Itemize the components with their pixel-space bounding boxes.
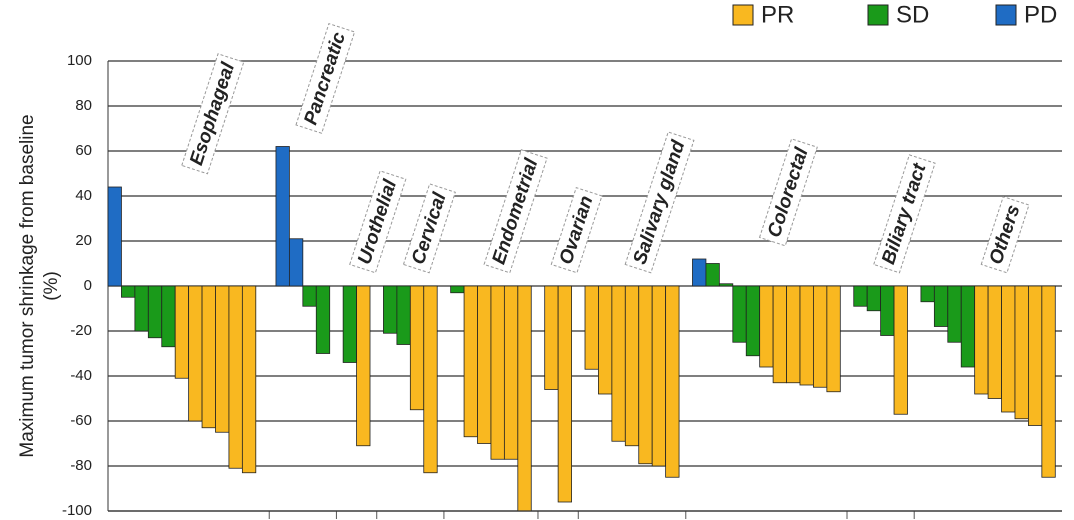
bar	[598, 285, 613, 395]
bar	[315, 285, 331, 354]
bar	[584, 285, 599, 370]
bar	[275, 146, 290, 287]
group-label-box	[349, 170, 407, 274]
bar	[947, 285, 962, 343]
bar	[692, 258, 707, 287]
legend-label: SD	[896, 1, 929, 28]
group-label: Colorectal	[764, 145, 813, 241]
bar	[799, 285, 814, 386]
y-tick-label: 40	[75, 187, 92, 204]
bar	[557, 285, 572, 503]
bar	[490, 285, 505, 460]
bar	[705, 263, 720, 287]
y-tick-label: 60	[75, 142, 92, 159]
legend-label: PD	[1024, 1, 1057, 28]
bar	[1001, 285, 1016, 413]
legend-swatch	[732, 4, 754, 26]
bar	[161, 285, 176, 348]
y-tick-label: -80	[70, 457, 92, 474]
y-tick-label: -60	[70, 412, 92, 429]
bar	[450, 285, 465, 294]
bar	[544, 285, 559, 390]
bar	[786, 285, 801, 384]
y-tick-label: -40	[70, 367, 92, 384]
bar	[107, 186, 122, 287]
group-label-box	[758, 138, 818, 247]
bar	[880, 285, 895, 336]
bar	[396, 285, 411, 345]
group-label-box	[402, 183, 456, 274]
bar	[356, 285, 371, 447]
bar	[611, 285, 626, 442]
bar	[933, 285, 949, 327]
bar	[423, 285, 438, 474]
bar	[893, 285, 908, 415]
bar	[383, 285, 398, 334]
y-tick-label: 20	[75, 232, 92, 249]
bar	[960, 285, 976, 368]
bar	[987, 285, 1002, 399]
y-axis-title: Maximum tumor shrinkage from baseline (%)	[17, 114, 62, 457]
y-tick-label: -100	[62, 502, 92, 519]
legend-label: PR	[761, 1, 794, 28]
bar	[228, 285, 243, 469]
group-label-box	[295, 22, 356, 134]
y-tick-label: -20	[70, 322, 92, 339]
bar	[201, 285, 216, 429]
bar	[759, 285, 774, 368]
bar	[813, 285, 828, 388]
bar	[342, 285, 357, 363]
bar	[732, 285, 747, 343]
bar	[665, 285, 680, 478]
bar	[651, 285, 667, 467]
bar	[409, 285, 425, 411]
group-label: Cervical	[408, 190, 451, 267]
bar	[772, 285, 787, 384]
bar	[215, 285, 230, 433]
bar	[826, 285, 841, 393]
bar	[1028, 285, 1043, 426]
y-axis-title-line: (%)	[41, 271, 62, 301]
group-label-box	[980, 196, 1030, 274]
group-label-box	[873, 154, 936, 274]
bar	[718, 283, 734, 287]
bar	[1014, 285, 1029, 420]
bar	[174, 285, 190, 379]
group-label-box	[483, 149, 548, 274]
y-tick-label: 80	[75, 97, 92, 114]
group-label: Urothelial	[354, 177, 401, 268]
bar	[503, 285, 519, 460]
bar	[134, 285, 149, 332]
bar	[463, 285, 478, 438]
y-tick-label: 100	[67, 52, 92, 69]
bar	[745, 285, 761, 357]
bar	[638, 285, 653, 465]
bar	[517, 285, 532, 512]
group-label-box	[624, 131, 695, 274]
group-label-box	[181, 53, 245, 175]
bar	[920, 285, 935, 303]
bar	[974, 285, 989, 395]
bar	[188, 285, 203, 422]
bar	[853, 285, 868, 307]
bar	[302, 285, 317, 307]
legend-swatch	[867, 4, 889, 26]
legend-swatch	[995, 4, 1017, 26]
bar	[477, 285, 492, 444]
bar	[121, 285, 136, 298]
bar	[866, 285, 882, 312]
group-label-box	[550, 186, 603, 274]
bar	[241, 285, 257, 474]
bar	[147, 285, 163, 339]
bar	[624, 285, 640, 447]
bar	[288, 238, 304, 287]
y-axis-title-line: Maximum tumor shrinkage from baseline	[17, 114, 38, 457]
bar	[1041, 285, 1056, 478]
y-tick-label: 0	[84, 277, 92, 294]
